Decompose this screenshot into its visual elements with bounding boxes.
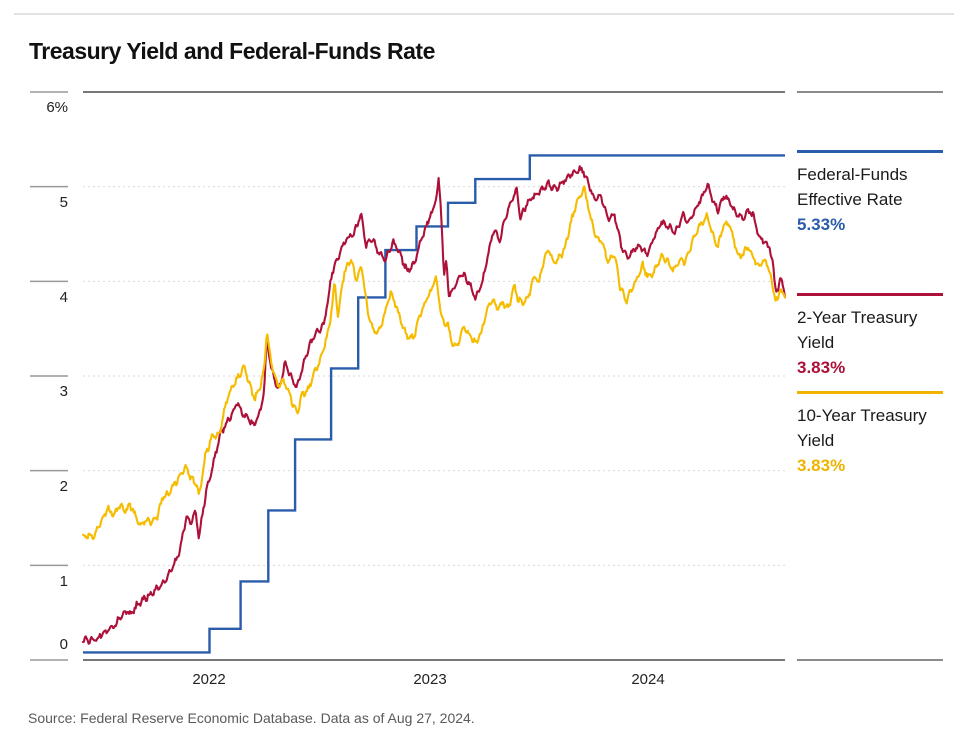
x-axis-label-2023: 2023 [413, 671, 447, 688]
x-axis-label-2024: 2024 [631, 671, 665, 688]
fed-funds-legend-value: 5.33% [797, 215, 846, 234]
legend-item-fed-funds: Federal-Funds Effective Rate 5.33% [797, 150, 957, 237]
page-title: Treasury Yield and Federal-Funds Rate [29, 38, 435, 64]
ten-year-legend-swatch [797, 391, 943, 394]
legend-item-two-year: 2-Year Treasury Yield 3.83% [797, 293, 957, 380]
y-axis-label-5: 5 [59, 194, 68, 211]
source-note: Source: Federal Reserve Economic Databas… [28, 710, 475, 726]
legend-item-ten-year: 10-Year Treasury Yield 3.83% [797, 391, 957, 478]
fed-funds-legend-label-line2: Effective Rate [797, 190, 903, 209]
y-axis-label-3: 3 [59, 383, 68, 400]
fed-funds-legend-label-line1: Federal-Funds [797, 165, 908, 184]
two-year-legend-swatch [797, 293, 943, 296]
ten-year-legend-label-line2: Yield [797, 431, 835, 450]
y-axis-label-6: 6% [46, 99, 68, 116]
two-year-legend-label-line2: Yield [797, 333, 835, 352]
two-year-legend-value: 3.83% [797, 358, 846, 377]
y-axis-label-1: 1 [59, 573, 68, 590]
y-axis-label-0: 0 [59, 636, 68, 653]
x-axis-label-2022: 2022 [192, 671, 226, 688]
ten-year-legend-label-line1: 10-Year Treasury [797, 406, 927, 425]
ten-year-legend-value: 3.83% [797, 456, 846, 475]
two-year-legend-label-line1: 2-Year Treasury [797, 308, 918, 327]
ten-year-line [81, 185, 787, 541]
module-top-divider [14, 13, 954, 15]
fed-funds-line [83, 154, 785, 654]
y-axis-label-4: 4 [59, 289, 68, 306]
y-axis-label-2: 2 [59, 478, 68, 495]
two-year-line [81, 165, 787, 645]
fed-funds-legend-swatch [797, 150, 943, 153]
